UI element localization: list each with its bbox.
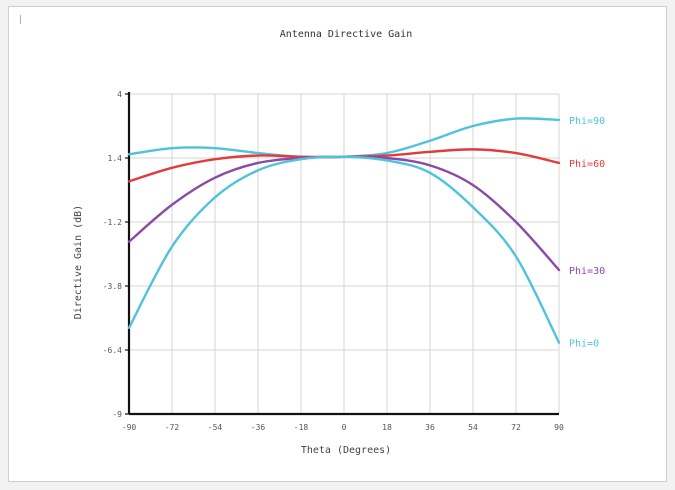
line-chart: Antenna Directive Gain -90 -72 -54 -36 -18 0 1… [9, 7, 668, 483]
series-label-phi-30: Phi=30 [569, 266, 605, 277]
series-label-phi-60: Phi=60 [569, 159, 605, 170]
y-tick-label: 4 [117, 90, 122, 99]
y-axis-label: Directive Gain (dB) [73, 205, 84, 319]
y-tick-label: 1.4 [108, 154, 123, 163]
chart-frame: | Antenna Directive Gain -90 -72 -54 -36 -18… [8, 6, 667, 482]
x-tick-label: 72 [511, 423, 521, 432]
y-tick-label: -9 [112, 410, 122, 419]
axes [125, 92, 559, 414]
chart-title: Antenna Directive Gain [280, 29, 412, 40]
x-tick-label: -72 [165, 423, 180, 432]
series-label-phi-0: Phi=0 [569, 339, 599, 350]
x-tick-label: 0 [342, 423, 347, 432]
x-tick-label: -36 [251, 423, 266, 432]
x-tick-label: -18 [294, 423, 309, 432]
x-tick-label: 18 [382, 423, 392, 432]
y-tick-label: -1.2 [103, 218, 122, 227]
x-tick-label: 54 [468, 423, 478, 432]
x-tick-label: -54 [208, 423, 223, 432]
x-axis-label: Theta (Degrees) [301, 445, 391, 456]
x-tick-label: 36 [425, 423, 435, 432]
grid [129, 94, 559, 414]
y-tick-label: -6.4 [103, 346, 122, 355]
series-labels: Phi=90 Phi=60 Phi=30 Phi=0 [569, 116, 605, 350]
x-tick-label: 90 [554, 423, 564, 432]
x-tick-label: -90 [122, 423, 137, 432]
y-tick-label: -3.8 [103, 282, 122, 291]
series-label-phi-90: Phi=90 [569, 116, 605, 127]
